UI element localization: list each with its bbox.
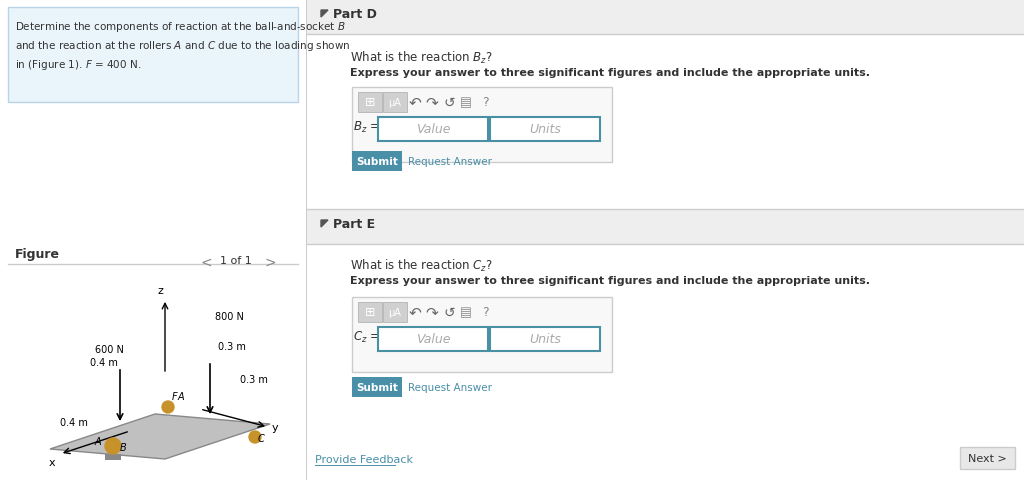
Text: Submit: Submit [356,156,398,167]
Polygon shape [50,414,270,459]
Bar [352,152,402,172]
Text: 0.3 m: 0.3 m [218,341,246,351]
Text: Value: Value [416,123,451,136]
Text: Determine the components of reaction at the ball-and-socket $B$
and the reaction: Determine the components of reaction at … [15,20,350,72]
Text: >: > [265,255,276,269]
Text: ⊞: ⊞ [365,306,375,319]
Text: ↷: ↷ [426,96,438,110]
Text: Figure: Figure [15,248,60,261]
Text: 0.4 m: 0.4 m [60,417,88,427]
Bar [383,93,407,113]
Text: ?: ? [481,96,488,109]
Bar [358,302,382,323]
Bar [352,377,402,397]
Text: Units: Units [529,333,561,346]
Text: ▤: ▤ [460,96,472,109]
Text: A: A [178,391,184,401]
Text: ↶: ↶ [409,96,421,110]
Bar [378,118,488,142]
Text: Express your answer to three significant figures and include the appropriate uni: Express your answer to three significant… [350,276,870,286]
Bar [378,327,488,351]
Text: ↺: ↺ [443,96,455,110]
Bar [352,88,612,163]
Text: Submit: Submit [356,382,398,392]
Text: ↺: ↺ [443,305,455,319]
Text: ?: ? [481,306,488,319]
Text: $B_z$ =: $B_z$ = [353,119,380,134]
Text: Request Answer: Request Answer [408,382,492,392]
Bar [490,118,600,142]
Bar [8,8,298,103]
Text: A: A [95,436,101,446]
Text: What is the reaction $B_z$?: What is the reaction $B_z$? [350,50,493,66]
Polygon shape [321,220,328,228]
Text: Next >: Next > [968,453,1007,463]
Bar [490,327,600,351]
Text: ↶: ↶ [409,305,421,320]
Text: F: F [172,391,177,401]
Polygon shape [321,11,328,18]
Bar [358,93,382,113]
Circle shape [162,401,174,413]
Circle shape [105,438,121,454]
Text: x: x [48,457,55,467]
Bar [307,0,1024,35]
Bar [105,454,121,460]
Text: Provide Feedback: Provide Feedback [315,454,413,464]
Text: 0.4 m: 0.4 m [90,357,118,367]
Text: 0.3 m: 0.3 m [240,374,268,384]
Text: 600 N: 600 N [95,344,124,354]
Text: What is the reaction $C_z$?: What is the reaction $C_z$? [350,257,493,274]
Text: ⊞: ⊞ [365,96,375,109]
Text: Part D: Part D [333,8,377,21]
Text: μA: μA [388,98,401,108]
Text: $C_z$ =: $C_z$ = [353,329,380,344]
Text: y: y [272,422,279,432]
Bar [352,298,612,372]
Text: ▤: ▤ [460,306,472,319]
Bar [307,0,1024,480]
Bar [383,302,407,323]
Circle shape [249,431,261,443]
Text: <: < [200,255,212,269]
Text: Value: Value [416,333,451,346]
Text: 1 of 1: 1 of 1 [220,255,252,265]
Bar [961,447,1015,469]
Text: C: C [258,433,265,443]
Text: Units: Units [529,123,561,136]
Text: ↷: ↷ [426,305,438,320]
Text: Express your answer to three significant figures and include the appropriate uni: Express your answer to three significant… [350,68,870,78]
Text: z: z [157,286,163,295]
Text: 800 N: 800 N [215,312,244,321]
Text: Request Answer: Request Answer [408,156,492,167]
Text: B: B [120,442,127,452]
Bar [307,210,1024,244]
Text: Part E: Part E [333,217,375,230]
Text: μA: μA [388,307,401,317]
